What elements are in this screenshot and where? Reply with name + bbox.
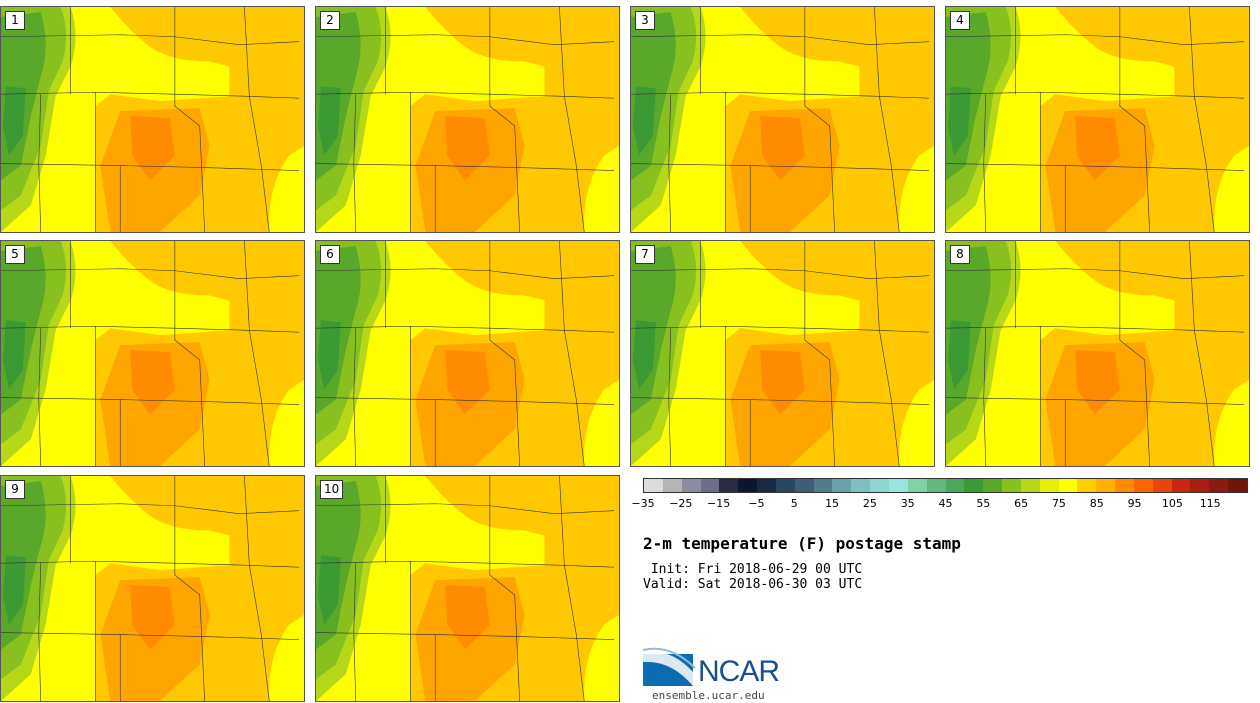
colorbar-segment — [775, 479, 795, 492]
colorbar-tick: 115 — [1199, 497, 1221, 510]
colorbar-tick: 105 — [1161, 497, 1183, 510]
member-number-label: 2 — [320, 11, 340, 30]
temperature-map — [1, 476, 304, 701]
init-time: Init: Fri 2018-06-29 00 UTC — [643, 562, 863, 577]
colorbar-tick: −5 — [748, 497, 765, 510]
colorbar-segment — [1115, 479, 1134, 492]
colorbar-tick: 95 — [1127, 497, 1142, 510]
temperature-map — [946, 241, 1249, 466]
ncar-logo-text: NCAR — [698, 655, 780, 688]
colorbar-segment — [1171, 479, 1191, 492]
colorbar-segment — [700, 479, 720, 492]
temperature-map — [316, 7, 619, 232]
member-3-panel: 3 — [630, 6, 935, 233]
colorbar-segment — [681, 479, 701, 492]
colorbar-tick: −25 — [669, 497, 693, 510]
colorbar-segment — [757, 479, 776, 492]
colorbar-segment — [1096, 479, 1116, 492]
valid-time: Valid: Sat 2018-06-30 03 UTC — [643, 577, 863, 592]
colorbar-segment — [1058, 479, 1078, 492]
temperature-map — [316, 476, 619, 701]
member-number-label: 1 — [5, 11, 25, 30]
colorbar-tick: 15 — [825, 497, 840, 510]
colorbar-segment — [1020, 479, 1040, 492]
member-number-label: 8 — [950, 245, 970, 264]
colorbar-segment — [907, 479, 927, 492]
temperature-map — [1, 7, 304, 232]
colorbar-segment — [1190, 479, 1210, 492]
colorbar-segment — [1002, 479, 1021, 492]
temperature-map — [631, 241, 934, 466]
colorbar-segment — [813, 479, 833, 492]
colorbar-tick: 65 — [1014, 497, 1029, 510]
member-9-panel: 9 — [0, 475, 305, 702]
member-10-panel: 10 — [315, 475, 620, 702]
colorbar-segment — [662, 479, 682, 492]
colorbar-tick: −15 — [707, 497, 731, 510]
member-number-label: 9 — [5, 480, 25, 499]
member-1-panel: 1 — [0, 6, 305, 233]
colorbar-tick: 25 — [862, 497, 877, 510]
colorbar-segment — [851, 479, 871, 492]
member-5-panel: 5 — [0, 240, 305, 467]
colorbar-segment — [1077, 479, 1097, 492]
temperature-map — [946, 7, 1249, 232]
colorbar-segment — [794, 479, 814, 492]
member-number-label: 7 — [635, 245, 655, 264]
colorbar-segment — [888, 479, 908, 492]
member-number-label: 10 — [320, 480, 344, 499]
member-6-panel: 6 — [315, 240, 620, 467]
colorbar-tick: −35 — [631, 497, 655, 510]
temperature-map — [316, 241, 619, 466]
colorbar-segment — [926, 479, 946, 492]
member-8-panel: 8 — [945, 240, 1250, 467]
colorbar-segment — [644, 479, 663, 492]
colorbar-segment — [738, 479, 758, 492]
colorbar-segment — [1152, 479, 1172, 492]
temperature-map — [631, 7, 934, 232]
temperature-map — [1, 241, 304, 466]
colorbar-segment — [1039, 479, 1059, 492]
colorbar-segment — [1209, 479, 1229, 492]
ncar-logo-icon — [643, 647, 696, 686]
member-number-label: 6 — [320, 245, 340, 264]
member-number-label: 4 — [950, 11, 970, 30]
member-7-panel: 7 — [630, 240, 935, 467]
colorbar-segment — [1228, 479, 1247, 492]
member-number-label: 3 — [635, 11, 655, 30]
colorbar-segment — [832, 479, 852, 492]
colorbar-tick: 75 — [1051, 497, 1066, 510]
member-number-label: 5 — [5, 245, 25, 264]
colorbar-tick-labels: −35 −25 −15 −5 5 15 25 35 45 55 65 75 85 95 105 115 — [631, 497, 1248, 513]
colorbar-tick: 55 — [976, 497, 991, 510]
member-4-panel: 4 — [945, 6, 1250, 233]
figure-title: 2-m temperature (F) postage stamp — [643, 534, 961, 553]
colorbar-segment — [870, 479, 889, 492]
colorbar-segment — [964, 479, 984, 492]
colorbar-segment — [983, 479, 1003, 492]
colorbar-tick: 45 — [938, 497, 953, 510]
site-url: ensemble.ucar.edu — [652, 689, 765, 702]
colorbar-segment — [719, 479, 739, 492]
colorbar-tick: 5 — [790, 497, 798, 510]
colorbar-tick: 85 — [1089, 497, 1104, 510]
colorbar-segment — [1133, 479, 1153, 492]
temperature-colorbar — [643, 478, 1248, 493]
colorbar-segment — [945, 479, 965, 492]
colorbar-tick: 35 — [900, 497, 915, 510]
member-2-panel: 2 — [315, 6, 620, 233]
